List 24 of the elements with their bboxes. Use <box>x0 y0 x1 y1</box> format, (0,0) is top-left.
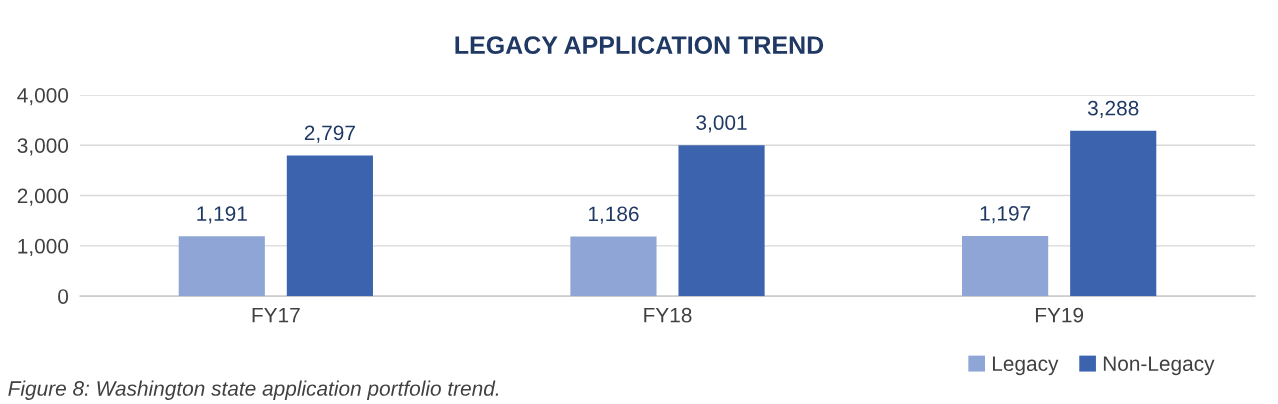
chart-title: LEGACY APPLICATION TREND <box>455 36 824 54</box>
data-label: 1,197 <box>980 205 1031 224</box>
data-label: 2,797 <box>304 125 355 143</box>
x-tick-label: FY19 <box>1035 307 1084 323</box>
y-tick-label: 4,000 <box>17 87 69 106</box>
bar <box>178 236 265 297</box>
bar <box>678 145 765 297</box>
x-tick-label: FY18 <box>644 307 692 323</box>
bar <box>962 235 1049 297</box>
data-label: 1,186 <box>588 206 639 224</box>
bar <box>1070 130 1157 297</box>
bar <box>286 155 373 297</box>
y-tick-label: 3,000 <box>17 138 69 156</box>
y-tick-label: 1,000 <box>18 238 69 257</box>
bar <box>570 236 657 297</box>
data-label: 3,288 <box>1087 100 1139 118</box>
caption: Figure 8: Washington state application portfolio trend. <box>8 380 499 400</box>
data-label: 1,191 <box>197 206 247 224</box>
y-tick-label: 2,000 <box>17 188 69 206</box>
x-tick-label: FY17 <box>252 308 300 323</box>
data-label: 3,001 <box>696 115 747 133</box>
legend-label: Non-Legacy <box>1103 356 1215 376</box>
legend-label: Legacy <box>992 356 1059 376</box>
y-tick-label: 0 <box>58 289 69 304</box>
